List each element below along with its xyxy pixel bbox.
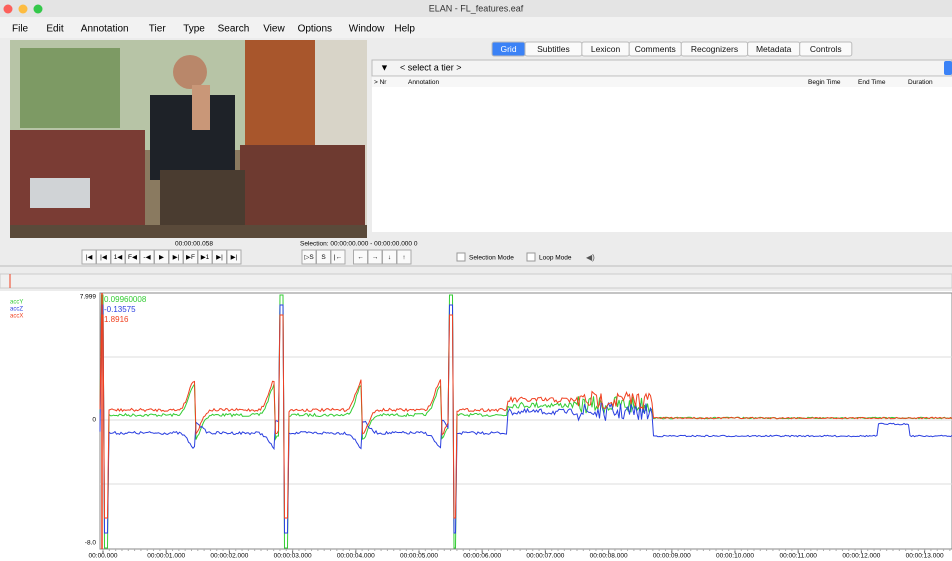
menu-item[interactable]: Edit: [46, 24, 63, 35]
table-header: [372, 77, 952, 87]
menu-item[interactable]: Window: [349, 24, 385, 35]
close-button[interactable]: [3, 4, 13, 14]
menu-item[interactable]: View: [263, 24, 285, 35]
tier-select[interactable]: [371, 59, 952, 77]
title-bar: [0, 0, 952, 17]
loop-mode-checkbox[interactable]: [526, 252, 536, 262]
x-axis-label: 00:00:03.000: [274, 553, 312, 560]
selection-mode-checkbox[interactable]: [456, 252, 466, 262]
track-name: accX: [10, 314, 23, 320]
select-stepper[interactable]: [944, 61, 952, 75]
x-axis-label: 00:00:07.000: [526, 553, 564, 560]
track-value: 1.8916: [104, 315, 129, 324]
menu-item[interactable]: Help: [394, 24, 415, 35]
control-button[interactable]: [330, 249, 346, 265]
tab-label: Recognizers: [691, 44, 738, 54]
column-header[interactable]: Begin Time: [808, 79, 841, 86]
menu-item[interactable]: Tier: [149, 24, 167, 35]
waveform: [99, 314, 952, 519]
menu-item[interactable]: Annotation: [81, 24, 129, 35]
loop-mode-label: Loop Mode: [539, 255, 572, 262]
control-button-icon: |◀: [86, 254, 94, 261]
tab-label: Metadata: [756, 44, 792, 54]
tier-select-label: < select a tier >: [400, 62, 462, 72]
video-frame: [10, 40, 367, 238]
menu-item[interactable]: Type: [183, 24, 205, 35]
x-axis-label: 00:00:09.000: [653, 553, 691, 560]
control-button-icon: -◀: [143, 254, 151, 261]
y-axis-label: 0: [92, 417, 96, 424]
menu-bar: [0, 17, 952, 38]
tab[interactable]: [799, 41, 853, 57]
volume-icon[interactable]: ◀): [586, 253, 595, 262]
x-axis-label: 00:00:12.000: [842, 553, 880, 560]
x-axis-label: 00:00:05.000: [400, 553, 438, 560]
x-axis-label: 00:00:02.000: [210, 553, 248, 560]
menu-item[interactable]: Options: [298, 24, 332, 35]
y-axis-label: 7.999: [80, 294, 97, 301]
tab-label: Subtitles: [537, 44, 570, 54]
control-button-icon: ↑: [402, 254, 405, 261]
control-button-icon: |◀: [100, 254, 108, 261]
control-button-icon: ▶|: [216, 254, 223, 261]
column-header[interactable]: Duration: [908, 79, 933, 86]
tab-label: Comments: [635, 44, 676, 54]
selection-mode-label: Selection Mode: [469, 255, 514, 262]
menu-item[interactable]: Search: [218, 24, 250, 35]
waveform: [99, 304, 952, 534]
control-button-icon: ←: [357, 254, 364, 261]
zoom-button[interactable]: [33, 4, 43, 14]
control-button-icon: ▶|: [231, 254, 238, 261]
track-value: 0.09960008: [104, 295, 147, 304]
control-button-icon: ↓: [388, 254, 391, 261]
control-button-icon: ▷S: [304, 254, 314, 261]
column-header[interactable]: End Time: [858, 79, 886, 86]
window-title: ELAN - FL_features.eaf: [429, 3, 524, 13]
column-header[interactable]: > Nr: [374, 79, 387, 86]
control-button-icon: ▶|: [173, 254, 180, 261]
selection-info: Selection: 00:00:00.000 - 00:00:00.000 0: [300, 241, 418, 248]
track-name: accZ: [10, 307, 23, 313]
y-axis-label: -8.0: [85, 540, 97, 547]
plot-area: [99, 292, 952, 550]
track-value: -0.13575: [104, 305, 136, 314]
menu-item[interactable]: File: [12, 24, 29, 35]
annotation-grid: [372, 60, 952, 232]
control-button-icon: ▶1: [201, 254, 210, 261]
minimize-button[interactable]: [18, 4, 28, 14]
dropdown-arrow: ▼: [380, 62, 389, 72]
timeline-ruler: [0, 273, 952, 289]
control-button[interactable]: [396, 249, 412, 265]
control-button-icon: →: [372, 254, 379, 261]
control-button-icon: S: [321, 254, 326, 261]
tab-label: Grid: [500, 44, 516, 54]
column-header[interactable]: Annotation: [408, 79, 439, 86]
control-button-icon: ▶F: [186, 254, 195, 261]
waveform: [99, 294, 952, 549]
x-axis-label: 00:00:13.000: [906, 553, 944, 560]
x-axis-label: 00:00:04.000: [337, 553, 375, 560]
control-button-icon: 1◀: [114, 254, 124, 261]
control-button-icon: |←: [334, 254, 342, 261]
x-axis-label: 00:00:08.000: [590, 553, 628, 560]
control-button[interactable]: [226, 249, 242, 265]
tab-label: Lexicon: [591, 44, 621, 54]
x-axis-label: 00:00:01.000: [147, 553, 185, 560]
control-button-icon: F◀: [128, 254, 138, 261]
x-axis-label: 00:00.000: [89, 553, 118, 560]
x-axis-label: 00:00:11.000: [779, 553, 817, 560]
control-button-icon: ▶: [159, 254, 165, 261]
media-time: 00:00:00.058: [175, 241, 213, 248]
tab-label: Controls: [810, 44, 842, 54]
x-axis-label: 00:00:06.000: [463, 553, 501, 560]
x-axis-label: 00:00:10.000: [716, 553, 754, 560]
track-name: accY: [10, 300, 23, 306]
